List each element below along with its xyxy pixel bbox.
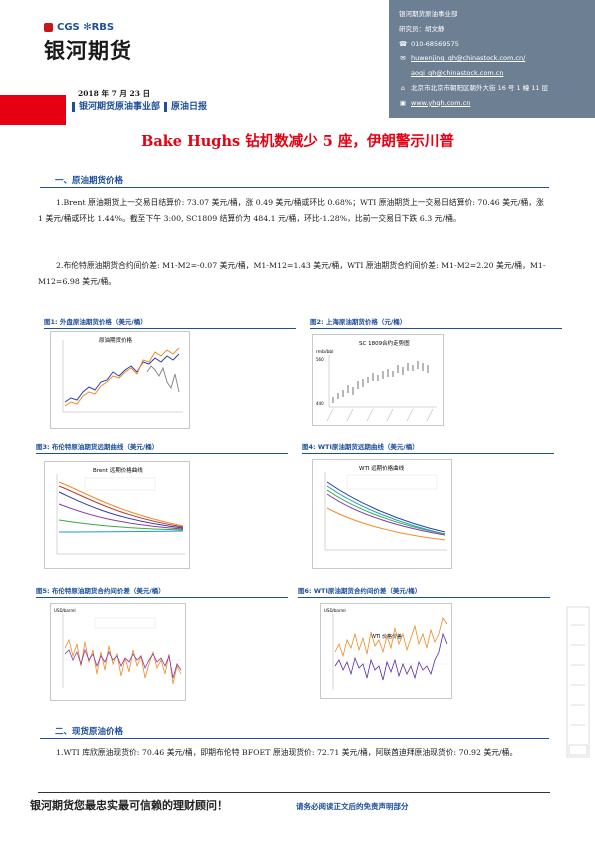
figure-2-ytick-top: 560	[316, 357, 324, 362]
figure-2-unit: rmb/bbl	[316, 349, 334, 355]
figure-3-caption: 图3: 布伦特原油期货远期曲线（美元/桶）	[36, 443, 159, 451]
red-accent-band	[0, 95, 66, 125]
figure-1: 图1: 外盘原油期货价格（美元/桶）	[44, 316, 296, 329]
figure-2-chart: rmb/bbl SC 1809合约走势图 560 440	[312, 334, 444, 426]
dept-bar: 银河期货原油事业部 原油日报	[68, 99, 207, 112]
footer-disclaimer-note: 请务必阅读正文后的免责声明部分	[296, 802, 409, 811]
figure-5: 图5: 布伦特原油期货合约间价差（美元/桶）	[36, 585, 288, 598]
side-decoration-icon	[566, 606, 590, 758]
figure-2: 图2: 上海原油期货价格（元/桶）	[310, 316, 562, 329]
section1-title: 一、原油期货价格	[55, 176, 124, 186]
home-icon: ⌂	[400, 83, 406, 92]
figure-3: 图3: 布伦特原油期货远期曲线（美元/桶）	[36, 441, 288, 454]
company-logo: CGS ✻RBS 银河期货	[44, 22, 162, 80]
contact-info-panel: 银河期货原油事业部 研究员：胡文静 ☎ 010-68569575 ✉ huwenji…	[389, 0, 595, 118]
panel-researcher: 研究员：胡文静	[399, 24, 445, 33]
figure-3-chart: Brent 远期价格曲线	[44, 461, 190, 569]
section2-para1: 1.WTI 库欣原油现货价: 70.46 美元/桶，即期布伦特 BFOET 原油…	[56, 748, 518, 757]
logo-mark-icon	[44, 23, 53, 32]
web-icon: ▣	[399, 98, 407, 107]
figure-4-inner-title: WTI 远期价格曲线	[359, 464, 405, 472]
figure-5-caption: 图5: 布伦特原油期货合约间价差（美元/桶）	[36, 587, 165, 595]
figure-1-inner-title: 原油期货价格	[99, 336, 133, 344]
report-date: 2018 年 7 月 23 日	[78, 89, 151, 98]
section1-para1: 1.Brent 原油期货上一交易日结算价: 73.07 美元/桶，涨 0.49 …	[38, 198, 544, 223]
panel-phone: 010-68569575	[411, 39, 459, 48]
figure-4: 图4: WTI原油期货远期曲线（美元/桶）	[302, 441, 554, 454]
panel-email2-link[interactable]: aoqi_qh@chinastock.com.cn	[411, 69, 504, 78]
panel-email1-link[interactable]: huwenjing_qh@chinastock.com.cn/	[411, 54, 526, 63]
phone-icon: ☎	[399, 39, 408, 48]
figure-5-chart: USD/barrel	[50, 603, 186, 701]
figure-2-inner-title: SC 1809合约走势图	[359, 339, 410, 347]
panel-website-link[interactable]: www.yhqh.com.cn	[411, 98, 471, 107]
section1-rule	[40, 187, 549, 188]
logo-name: 银河期货	[44, 39, 132, 63]
figure-3-inner-title: Brent 远期价格曲线	[93, 466, 143, 474]
logo-brand: CGS ✻RBS	[57, 22, 115, 33]
section1-para2: 2.布伦特原油期货合约间价差: M1-M2=-0.07 美元/桶，M1-M12=…	[38, 261, 546, 286]
figure-5-unit: USD/barrel	[54, 608, 76, 613]
figure-2-ytick-bottom: 440	[316, 401, 324, 406]
panel-address: 北京市北京市朝阳区朝外大街 16 号 1 幢 11 层	[411, 83, 549, 92]
footer-rule	[38, 792, 550, 793]
section2-rule	[40, 738, 549, 739]
figure-2-caption: 图2: 上海原油期货价格（元/桶）	[310, 318, 407, 326]
figure-1-chart: 原油期货价格	[50, 331, 190, 429]
section2-title: 二、现货原油价格	[55, 727, 124, 737]
report-title: Bake Hughs 钻机数减少 5 座，伊朗警示川普	[141, 133, 454, 150]
dept-name: 银河期货原油事业部	[79, 102, 161, 112]
figure-6: 图6: WTI原油期货合约间价差（美元/桶）	[298, 585, 550, 598]
panel-company: 银河期货原油事业部	[399, 10, 458, 18]
figure-6-chart: USD/barrel WTI 价格价差	[320, 603, 452, 699]
figure-4-chart: WTI 远期价格曲线	[312, 459, 452, 569]
mail-icon: ✉	[400, 54, 406, 63]
figure-1-caption: 图1: 外盘原油期货价格（美元/桶）	[44, 318, 147, 326]
footer-slogan: 银河期货您最忠实最可信赖的理财顾问！	[30, 799, 228, 812]
figure-4-caption: 图4: WTI原油期货远期曲线（美元/桶）	[302, 443, 419, 451]
figure-6-unit: USD/barrel	[324, 608, 346, 613]
figure-6-caption: 图6: WTI原油期货合约间价差（美元/桶）	[298, 587, 422, 595]
report-type: 原油日报	[171, 102, 208, 112]
